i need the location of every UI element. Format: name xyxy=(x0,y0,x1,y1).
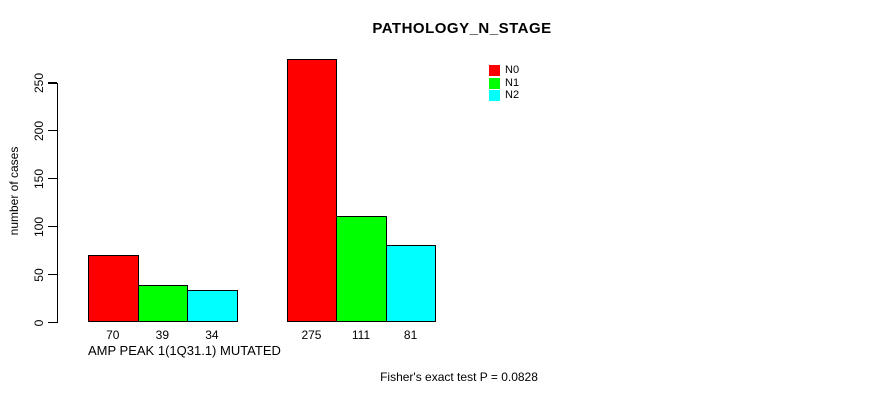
legend-swatch-n1 xyxy=(489,77,500,89)
legend-item-n0: N0 xyxy=(489,64,519,77)
bar-n1-group1 xyxy=(137,285,189,323)
y-axis-tick xyxy=(48,130,57,132)
bar-value-label: 39 xyxy=(155,327,169,342)
y-axis-tick xyxy=(48,226,57,228)
bar-n2-group1 xyxy=(187,289,238,323)
y-axis-tick xyxy=(48,178,57,180)
y-axis-line xyxy=(57,83,59,323)
y-axis-tick xyxy=(48,321,57,324)
bar-value-label: 34 xyxy=(205,327,219,342)
legend-item-n1: N1 xyxy=(489,77,519,90)
bar-value-label: 111 xyxy=(351,327,371,342)
footnote-text: Fisher's exact test P = 0.0828 xyxy=(380,370,538,384)
legend-swatch-n0 xyxy=(489,64,500,76)
y-axis-tick xyxy=(48,82,57,84)
bar-value-label: 275 xyxy=(301,327,322,342)
bar-value-label: 70 xyxy=(106,327,120,342)
y-axis-tick-label: 250 xyxy=(32,72,46,94)
bar-n0-group2 xyxy=(286,59,338,323)
legend-label: N1 xyxy=(505,76,520,89)
bar-n1-group2 xyxy=(336,216,387,323)
y-axis-label: number of cases xyxy=(7,146,21,236)
bar-n2-group2 xyxy=(385,244,437,323)
x-axis-group-label: AMP PEAK 1(1Q31.1) MUTATED xyxy=(88,343,281,358)
legend-swatch-n2 xyxy=(489,90,500,102)
y-axis-tick xyxy=(48,274,57,276)
bar-n0-group1 xyxy=(88,255,139,323)
bar-value-label: 81 xyxy=(403,327,418,342)
legend-label: N0 xyxy=(505,63,520,76)
legend-item-n2: N2 xyxy=(489,89,519,102)
legend: N0 N1 N2 xyxy=(489,64,519,102)
legend-label: N2 xyxy=(505,89,520,102)
chart-title: PATHOLOGY_N_STAGE xyxy=(372,20,552,37)
